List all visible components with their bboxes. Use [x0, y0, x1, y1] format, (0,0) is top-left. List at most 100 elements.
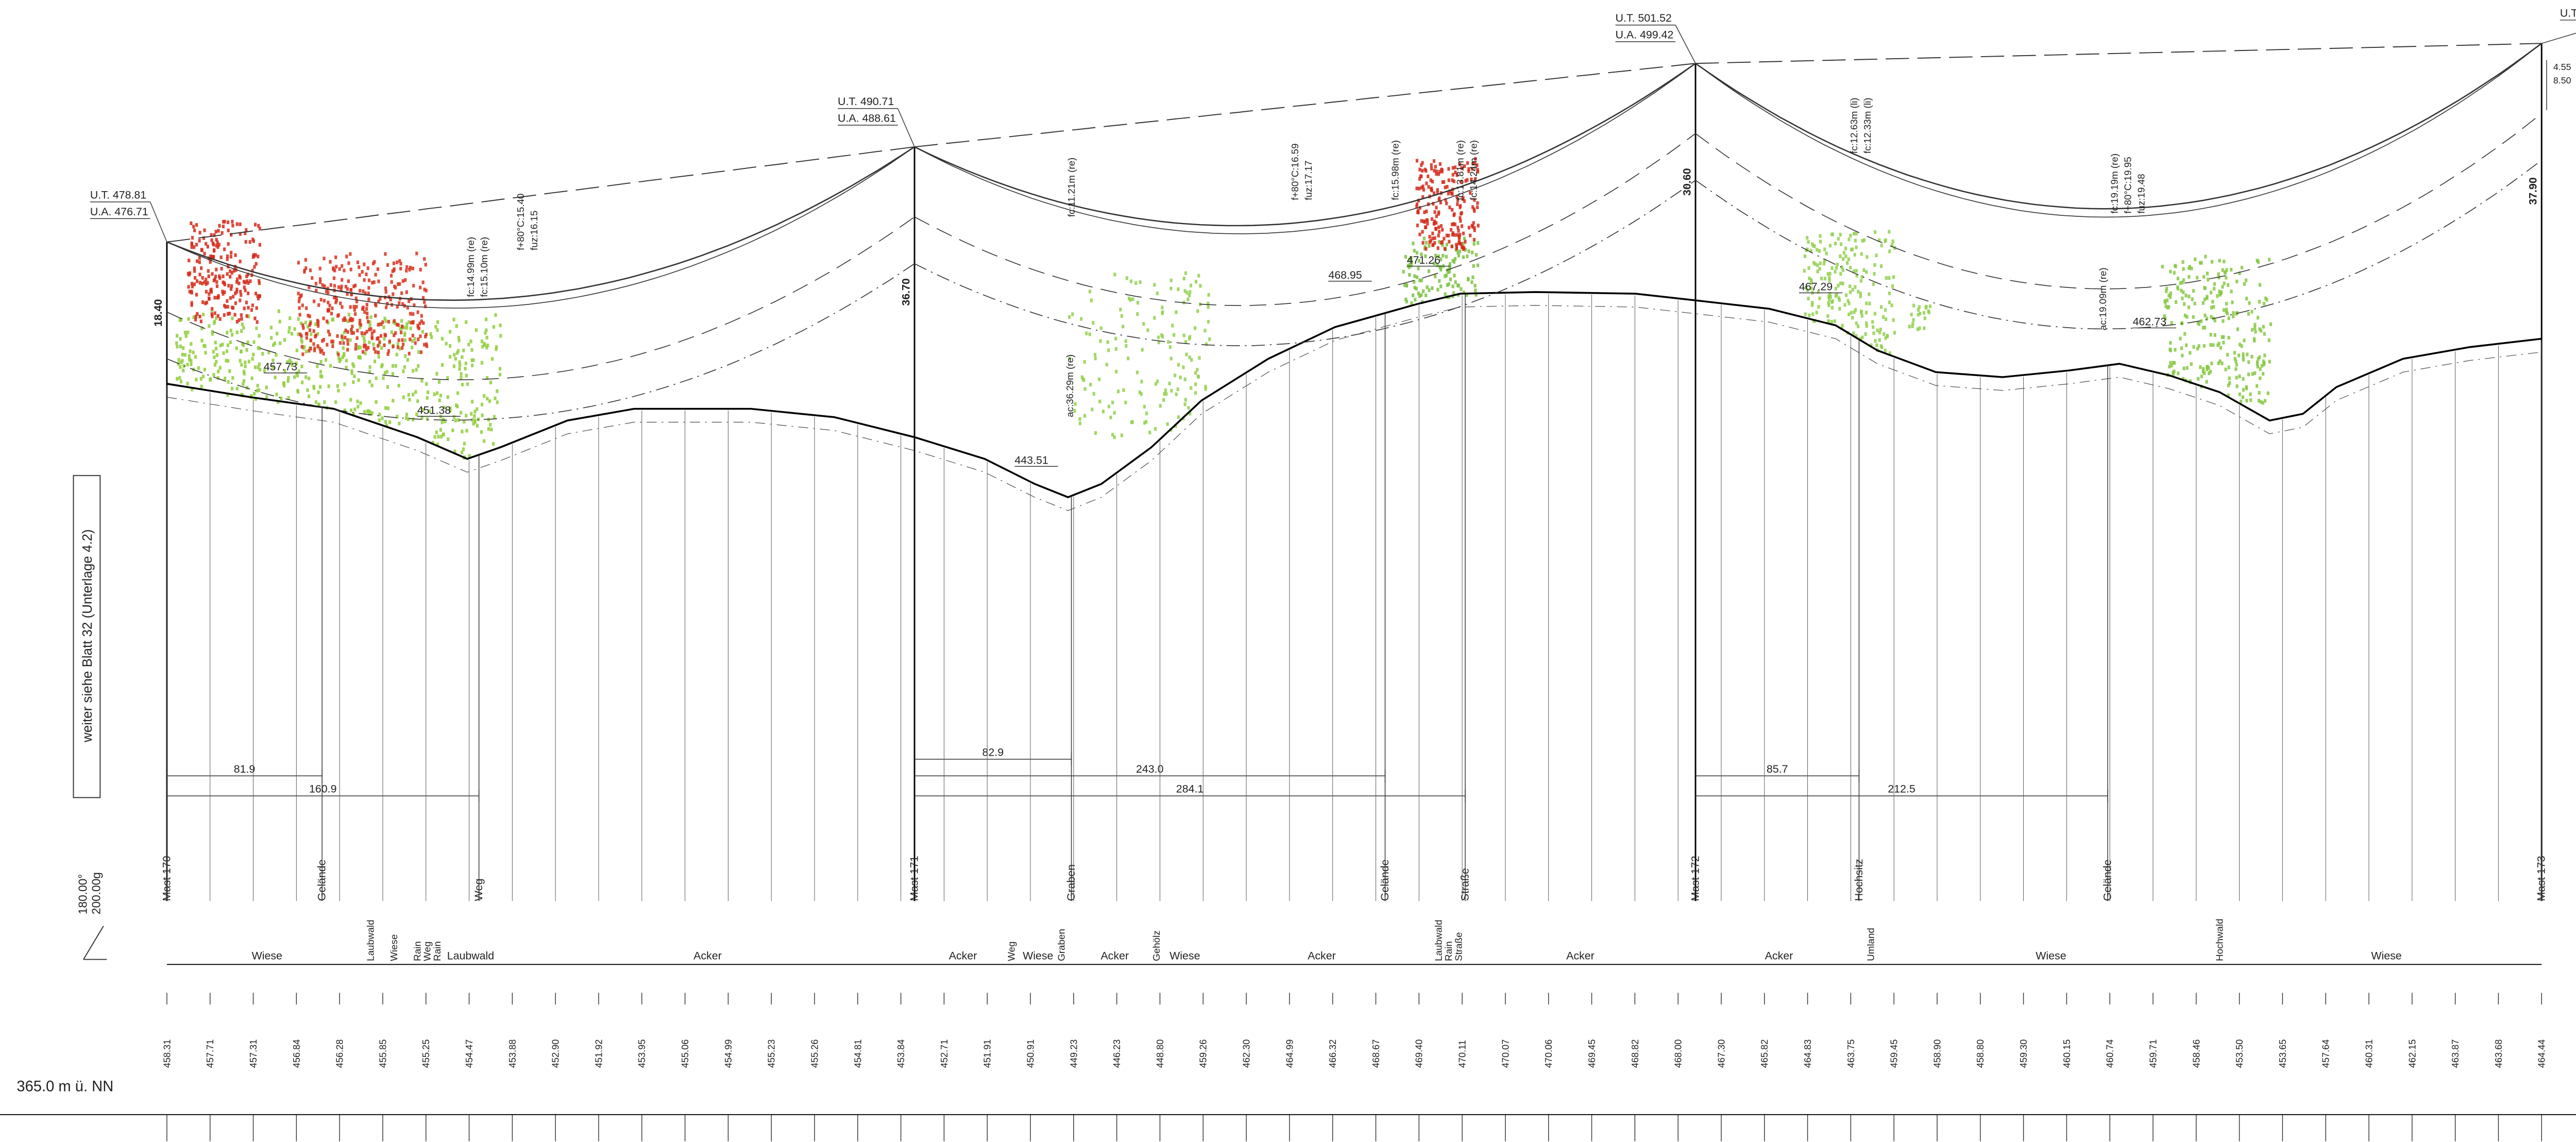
- vegetation-dot: [396, 342, 399, 346]
- vegetation-dot: [466, 382, 469, 386]
- vegetation-dot: [241, 322, 244, 327]
- vegetation-dot: [1471, 205, 1475, 209]
- vegetation-dot: [1415, 251, 1418, 255]
- vegetation-dot: [1187, 406, 1190, 410]
- vegetation-dot: [1924, 305, 1927, 310]
- vegetation-dot: [337, 356, 341, 361]
- vegetation-dot: [290, 332, 294, 336]
- vegetation-dot: [1138, 390, 1141, 395]
- vegetation-dot: [227, 242, 230, 246]
- vegetation-dot: [374, 350, 377, 354]
- vegetation-dot: [411, 339, 414, 343]
- vegetation-dot: [1143, 404, 1146, 409]
- vegetation-dot: [488, 399, 491, 403]
- vegetation-dot: [1183, 377, 1187, 381]
- terrain-height: 457.71: [205, 1039, 215, 1068]
- vegetation-dot: [472, 421, 475, 426]
- vegetation-dot: [1830, 320, 1833, 324]
- vegetation-dot: [1849, 233, 1852, 237]
- vegetation-dot: [396, 345, 400, 349]
- vegetation-dot: [1433, 168, 1436, 173]
- vegetation-dot: [1477, 263, 1480, 267]
- vegetation-dot: [1417, 259, 1420, 263]
- vegetation-dot: [2181, 280, 2184, 285]
- vegetation-dot: [1828, 271, 1832, 276]
- vegetation-dot: [1177, 287, 1180, 291]
- vegetation-dot: [1872, 325, 1875, 329]
- vegetation-dot: [349, 398, 352, 402]
- vegetation-dot: [458, 360, 461, 364]
- vegetation-dot: [392, 261, 396, 265]
- vegetation-dot: [1410, 264, 1413, 268]
- vegetation-dot: [1448, 206, 1451, 210]
- vegetation-dot: [1425, 247, 1428, 251]
- vegetation-dot: [1839, 232, 1842, 237]
- vegetation-dot: [1204, 387, 1207, 391]
- vegetation-dot: [401, 325, 404, 329]
- vegetation-dot: [1415, 159, 1418, 163]
- clearance-label: f+80°C:15.40: [515, 194, 526, 250]
- vegetation-dot: [329, 283, 332, 287]
- terrain-height: 453.65: [2278, 1039, 2288, 1068]
- vegetation-dot: [1809, 278, 1813, 282]
- vegetation-dot: [258, 346, 261, 350]
- vegetation-dot: [473, 420, 477, 424]
- vegetation-dot: [2167, 293, 2171, 297]
- vegetation-dot: [1855, 245, 1858, 249]
- vegetation-dot: [336, 314, 340, 318]
- vegetation-dot: [235, 222, 239, 226]
- vegetation-dot: [1435, 221, 1438, 225]
- vegetation-dot: [1912, 303, 1916, 308]
- vegetation-dot: [1080, 375, 1083, 379]
- vegetation-dot: [363, 343, 366, 347]
- vegetation-dot: [366, 346, 370, 350]
- vegetation-dot: [468, 454, 471, 458]
- vegetation-dot: [1866, 255, 1869, 259]
- vegetation-dot: [213, 311, 216, 315]
- vegetation-dot: [231, 295, 235, 299]
- vegetation-dot: [1826, 272, 1829, 276]
- vegetation-dot: [211, 330, 214, 334]
- vegetation-dot: [1860, 314, 1863, 318]
- vegetation-dot: [2226, 312, 2229, 316]
- conductor: [1695, 43, 2542, 218]
- vegetation-dot: [2253, 338, 2256, 343]
- terrain-height: 464.44: [2537, 1039, 2547, 1068]
- vegetation-dot: [2210, 361, 2213, 366]
- vegetation-dot: [1464, 248, 1467, 252]
- vegetation-dot: [449, 330, 452, 334]
- vegetation-dot: [1817, 305, 1820, 309]
- vegetation-dot: [206, 281, 209, 285]
- vegetation-dot: [395, 352, 398, 356]
- vegetation-dot: [2250, 355, 2253, 359]
- vegetation-dot: [1198, 356, 1201, 360]
- vegetation-dot: [460, 372, 463, 376]
- vegetation-dot: [251, 237, 255, 242]
- vegetation-dot: [2232, 311, 2235, 315]
- vegetation-dot: [1431, 179, 1434, 184]
- vegetation-dot: [1094, 356, 1097, 361]
- vegetation-dot: [1432, 243, 1435, 247]
- terrain-height: 459.71: [2148, 1039, 2158, 1068]
- vegetation-dot: [252, 253, 255, 257]
- vegetation-dot: [440, 420, 444, 424]
- vegetation-dot: [2250, 310, 2253, 314]
- vegetation-dot: [179, 365, 182, 369]
- vegetation-dot: [2182, 267, 2185, 271]
- vegetation-dot: [358, 265, 361, 269]
- vegetation-dot: [1884, 239, 1887, 243]
- vegetation-dot: [2227, 336, 2230, 340]
- vegetation-dot: [485, 328, 488, 332]
- vegetation-dot: [313, 299, 316, 303]
- vegetation-dot: [1888, 276, 1891, 280]
- terrain-height: 459.45: [1889, 1039, 1900, 1068]
- vegetation-dot: [1425, 241, 1428, 245]
- vegetation-dot: [383, 337, 386, 341]
- vegetation-dot: [323, 400, 326, 404]
- vegetation-dot: [1429, 238, 1432, 243]
- vegetation-dot: [208, 324, 211, 328]
- vegetation-dot: [1467, 226, 1471, 230]
- vegetation-dot: [192, 350, 195, 354]
- vegetation-dot: [1455, 195, 1459, 199]
- vegetation-dot: [1876, 328, 1879, 332]
